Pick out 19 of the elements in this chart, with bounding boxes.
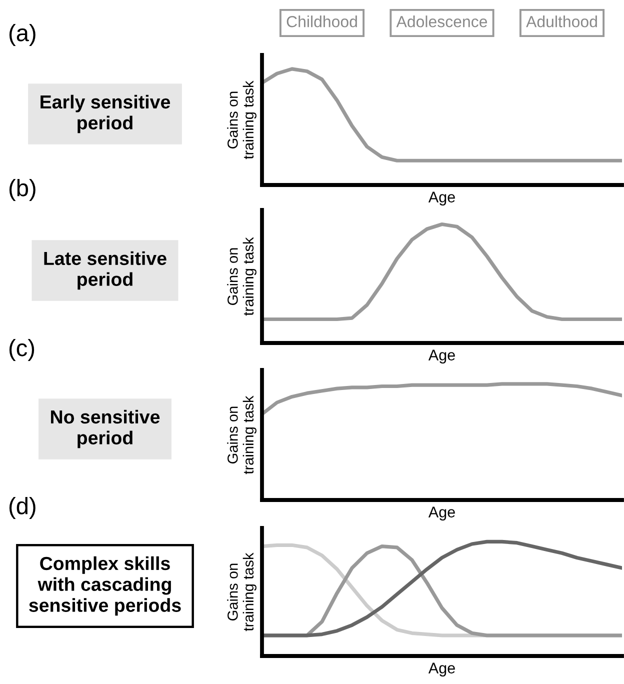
y-axis-title: Gains on training task xyxy=(227,237,256,316)
text: Adulthood xyxy=(526,16,597,28)
text: No sensitive period xyxy=(51,410,160,448)
y-axis-title: Gains on training task xyxy=(227,552,256,632)
text: Adolescence xyxy=(396,16,488,28)
x-axis-title: Age xyxy=(428,192,455,206)
x-axis-title: Age xyxy=(428,506,455,520)
text: Complex skills with cascading sensitive periods xyxy=(29,556,181,616)
x-axis-title: Age xyxy=(428,350,455,364)
x-axis-title: Age xyxy=(428,662,455,676)
text: Early sensitive period xyxy=(40,94,170,134)
text: (c) xyxy=(9,338,34,361)
y-axis-title: Gains on training task xyxy=(227,396,256,474)
y-axis-title: Gains on training task xyxy=(227,80,256,160)
text: (d) xyxy=(9,496,36,519)
text: (a) xyxy=(9,24,36,46)
text: Childhood xyxy=(286,16,357,28)
text: Late sensitive period xyxy=(44,251,166,290)
text: (b) xyxy=(9,178,36,201)
